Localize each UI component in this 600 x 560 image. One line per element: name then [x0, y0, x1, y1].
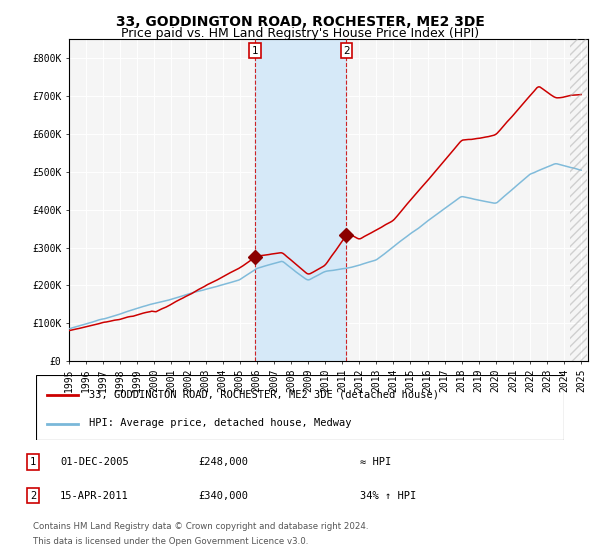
Text: Price paid vs. HM Land Registry's House Price Index (HPI): Price paid vs. HM Land Registry's House … — [121, 27, 479, 40]
Text: £248,000: £248,000 — [198, 457, 248, 467]
Text: £340,000: £340,000 — [198, 491, 248, 501]
Text: 33, GODDINGTON ROAD, ROCHESTER, ME2 3DE: 33, GODDINGTON ROAD, ROCHESTER, ME2 3DE — [116, 15, 484, 29]
Text: 15-APR-2011: 15-APR-2011 — [60, 491, 129, 501]
Text: ≈ HPI: ≈ HPI — [360, 457, 391, 467]
Text: HPI: Average price, detached house, Medway: HPI: Average price, detached house, Medw… — [89, 418, 352, 428]
Text: 2: 2 — [30, 491, 36, 501]
Bar — [570, 39, 587, 361]
Text: 1: 1 — [30, 457, 36, 467]
Text: 33, GODDINGTON ROAD, ROCHESTER, ME2 3DE (detached house): 33, GODDINGTON ROAD, ROCHESTER, ME2 3DE … — [89, 390, 439, 399]
Text: 01-DEC-2005: 01-DEC-2005 — [60, 457, 129, 467]
Text: 34% ↑ HPI: 34% ↑ HPI — [360, 491, 416, 501]
Text: Contains HM Land Registry data © Crown copyright and database right 2024.: Contains HM Land Registry data © Crown c… — [33, 522, 368, 531]
Text: This data is licensed under the Open Government Licence v3.0.: This data is licensed under the Open Gov… — [33, 537, 308, 546]
Text: 2: 2 — [343, 45, 350, 55]
Bar — [256, 39, 346, 361]
Text: 1: 1 — [252, 45, 259, 55]
